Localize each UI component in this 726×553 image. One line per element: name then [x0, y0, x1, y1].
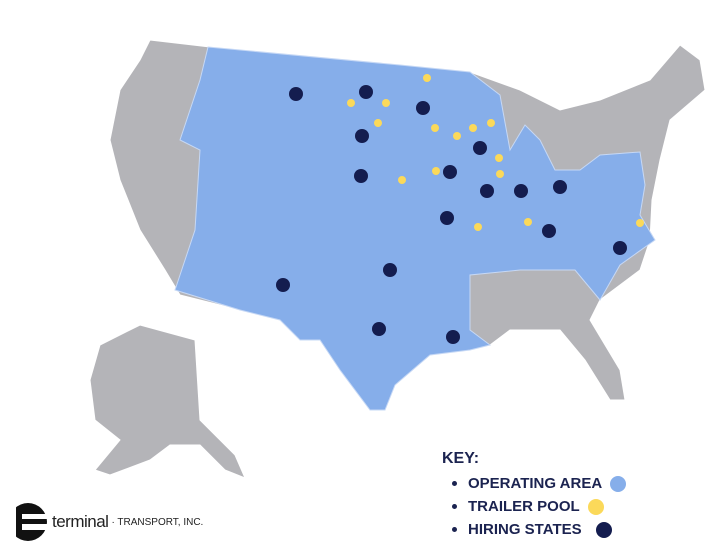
trailer-pool-swatch [587, 498, 604, 515]
hiring-state-marker [613, 241, 627, 255]
alaska [89, 324, 246, 479]
map-key: KEY: OPERATING AREA TRAILER POOL HIRING … [442, 450, 627, 541]
hiring-state-marker [443, 165, 457, 179]
hiring-state-marker [514, 184, 528, 198]
hiring-state-marker [276, 278, 290, 292]
trailer-pool-marker [431, 124, 439, 132]
hiring-state-marker [416, 101, 430, 115]
hiring-state-marker [372, 322, 386, 336]
hiring-state-marker [473, 141, 487, 155]
trailer-pool-marker [398, 176, 406, 184]
hiring-state-marker [289, 87, 303, 101]
hiring-state-marker [542, 224, 556, 238]
key-title: KEY: [442, 450, 480, 467]
logo-suffix: · TRANSPORT, INC. [111, 516, 204, 528]
trailer-pool-marker [524, 218, 532, 226]
bullet-icon [452, 481, 457, 486]
hiring-state-marker [480, 184, 494, 198]
operating-area [174, 46, 656, 411]
key-label: TRAILER POOL [468, 498, 580, 515]
trailer-pool-marker [496, 170, 504, 178]
trailer-pool-marker [636, 219, 644, 227]
hiring-state-marker [553, 180, 567, 194]
key-item-operating-area: OPERATING AREA [452, 472, 627, 495]
trailer-pool-marker [347, 99, 355, 107]
key-item-trailer-pool: TRAILER POOL [452, 495, 626, 518]
hiring-state-marker [355, 129, 369, 143]
trailer-pool-marker [453, 132, 461, 140]
trailer-pool-marker [374, 119, 382, 127]
trailer-pool-marker [382, 99, 390, 107]
hiring-states-swatch [595, 521, 612, 538]
trailer-pool-marker [474, 223, 482, 231]
trailer-pool-marker [423, 74, 431, 82]
hiring-state-marker [446, 330, 460, 344]
trailer-pool-marker [432, 167, 440, 175]
bullet-icon [452, 527, 457, 532]
key-label: HIRING STATES [468, 521, 582, 538]
hiring-state-marker [383, 263, 397, 277]
hiring-state-marker [359, 85, 373, 99]
company-logo: terminal · TRANSPORT, INC. [8, 500, 203, 544]
trailer-pool-marker [469, 124, 477, 132]
hiring-state-marker [354, 169, 368, 183]
key-item-hiring-states: HIRING STATES [452, 518, 626, 541]
hiring-state-marker [440, 211, 454, 225]
logo-name: terminal [52, 512, 109, 531]
bullet-icon [452, 504, 457, 509]
logo-mark-icon [8, 500, 48, 544]
trailer-pool-marker [495, 154, 503, 162]
operating-area-swatch [610, 475, 627, 492]
trailer-pool-marker [487, 119, 495, 127]
key-label: OPERATING AREA [468, 475, 603, 492]
